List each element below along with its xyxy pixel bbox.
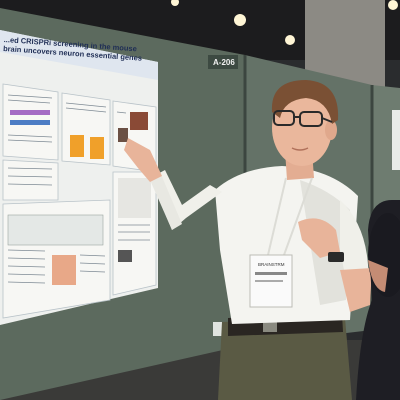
poster-figure [7,214,104,246]
presenter-left-arm [150,172,182,230]
badge-name-line [255,272,287,275]
booth-number-plate [208,55,238,69]
ceiling-light [234,14,246,26]
badge-text: BRAINSTRM [258,262,285,267]
poster-figure [70,135,84,157]
badge-affiliation-line [255,280,283,282]
ceiling-light [388,0,398,10]
glasses-icon [273,110,333,127]
presenter-trousers [218,318,352,400]
presenter-face [272,90,332,166]
poster-figure [118,250,132,262]
ceiling-light [171,0,179,6]
poster-figure [10,110,50,115]
poster-figure [118,128,128,142]
poster-section [2,159,59,201]
poster-text-lines [7,94,150,284]
poster-figure [130,112,148,130]
presenter-right-hand [298,218,340,258]
presenter-ear [325,120,337,140]
presenter-right-forearm [340,268,372,312]
presenter-hair [271,80,339,124]
presenter-mouth [291,147,309,151]
lanyard [267,177,313,256]
poster-edge-right [392,110,400,170]
ceiling-light [285,35,295,45]
poster-figure [90,137,104,159]
belt-buckle [263,322,277,332]
booth-number: A-206 [213,58,235,67]
poster-title-band [0,30,158,80]
presenter-left-hand [124,138,162,182]
poster-figure [118,178,151,218]
wristwatch [328,252,344,262]
listener-face [368,260,388,292]
poster-figure [10,120,50,125]
poster-figure [52,255,76,285]
